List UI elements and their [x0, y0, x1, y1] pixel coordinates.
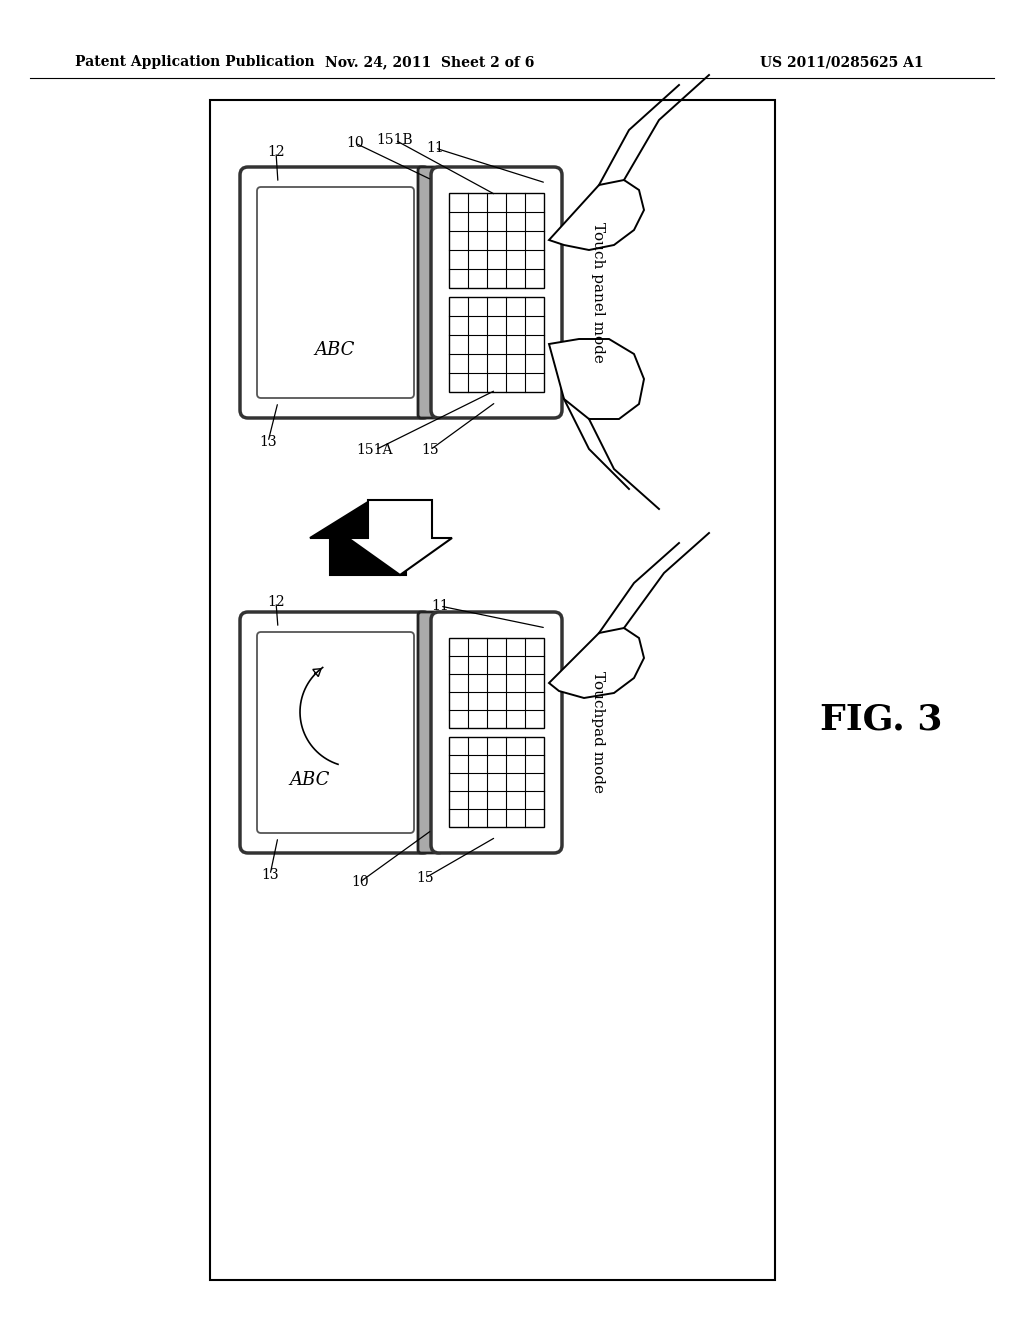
Polygon shape [348, 500, 452, 576]
Text: 10: 10 [351, 875, 369, 888]
FancyBboxPatch shape [257, 632, 414, 833]
Bar [449, 297, 544, 392]
Bar [449, 193, 544, 288]
FancyBboxPatch shape [240, 612, 431, 853]
Text: 11: 11 [426, 141, 443, 154]
Text: 15: 15 [416, 871, 434, 884]
Bar [449, 638, 544, 729]
Text: Touchpad mode: Touchpad mode [591, 671, 605, 793]
FancyBboxPatch shape [431, 168, 562, 418]
Text: US 2011/0285625 A1: US 2011/0285625 A1 [760, 55, 924, 69]
Polygon shape [549, 339, 644, 418]
Bar [210, 100, 775, 1280]
Text: ABC: ABC [314, 341, 355, 359]
Text: 13: 13 [259, 436, 276, 449]
FancyArrow shape [312, 669, 322, 677]
Text: Patent Application Publication: Patent Application Publication [75, 55, 314, 69]
FancyBboxPatch shape [240, 168, 431, 418]
FancyBboxPatch shape [431, 612, 562, 853]
Polygon shape [549, 180, 644, 249]
FancyBboxPatch shape [418, 612, 442, 853]
Text: 12: 12 [267, 595, 285, 609]
Text: 11: 11 [431, 599, 449, 612]
Bar [449, 737, 544, 828]
Text: 13: 13 [261, 869, 279, 882]
Polygon shape [310, 502, 426, 576]
FancyBboxPatch shape [418, 168, 442, 418]
Text: ABC: ABC [290, 771, 330, 789]
Text: 15: 15 [421, 444, 439, 457]
Text: FIG. 3: FIG. 3 [820, 704, 942, 737]
FancyBboxPatch shape [257, 187, 414, 399]
Text: 151A: 151A [356, 444, 393, 457]
Text: 10: 10 [346, 136, 364, 150]
Text: Nov. 24, 2011  Sheet 2 of 6: Nov. 24, 2011 Sheet 2 of 6 [326, 55, 535, 69]
Text: 12: 12 [267, 145, 285, 158]
Text: Touch panel mode: Touch panel mode [591, 222, 605, 363]
Text: 151B: 151B [377, 133, 414, 147]
Polygon shape [549, 628, 644, 698]
